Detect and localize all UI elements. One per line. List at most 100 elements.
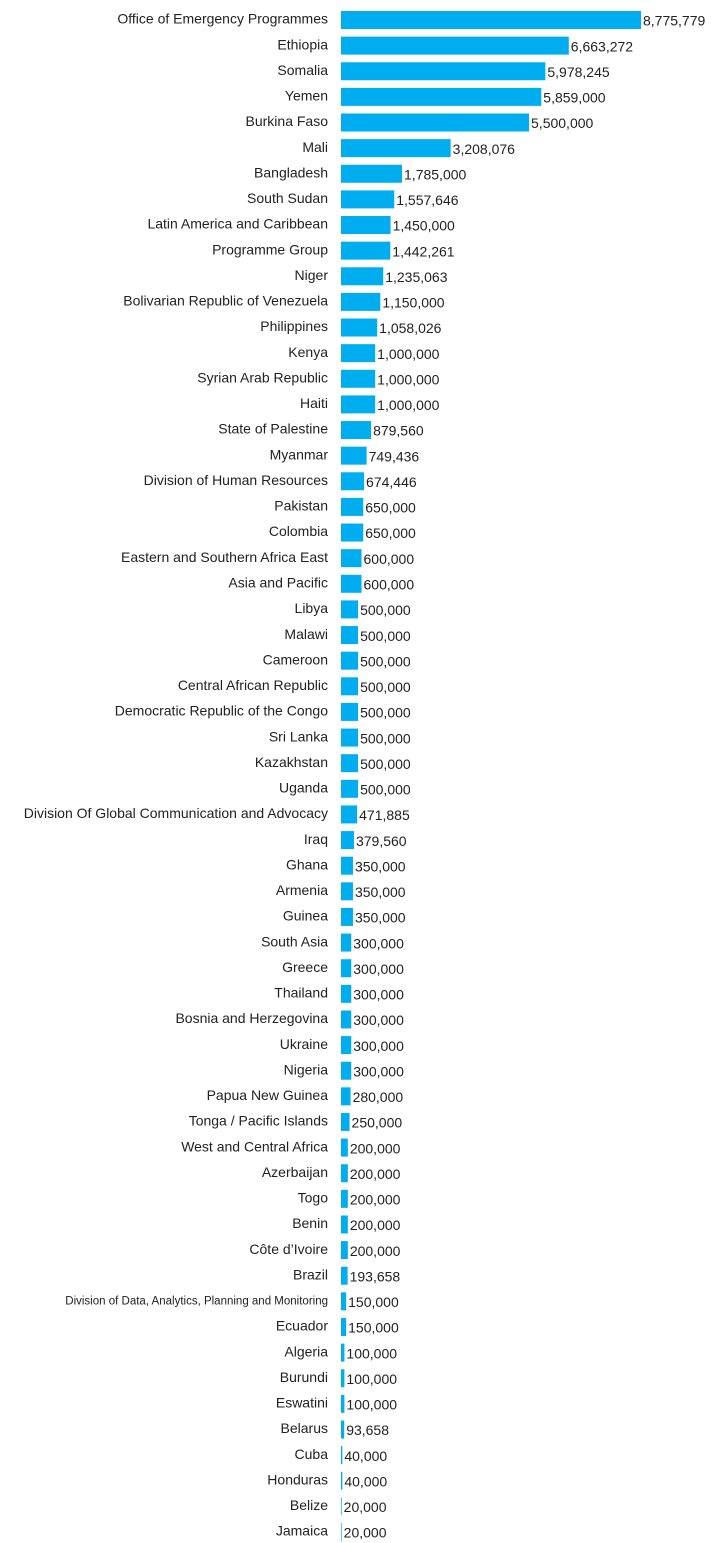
value-label: 379,560	[356, 833, 407, 849]
category-label: Sri Lanka	[269, 728, 328, 744]
bar	[341, 190, 395, 209]
category-label: Armenia	[276, 882, 328, 898]
category-label: Greece	[282, 959, 328, 975]
category-label: Iraq	[304, 831, 328, 847]
bar	[341, 959, 352, 978]
value-label: 100,000	[346, 1397, 397, 1413]
bar	[341, 1420, 345, 1439]
value-label: 300,000	[353, 1012, 404, 1028]
bar	[341, 1497, 342, 1516]
bar	[341, 62, 546, 81]
category-label: Ukraine	[280, 1036, 328, 1052]
value-label: 20,000	[344, 1525, 387, 1541]
category-label: South Asia	[261, 933, 328, 949]
bar	[341, 1215, 348, 1234]
bar	[341, 882, 353, 901]
bar	[341, 549, 362, 568]
bar	[341, 1138, 348, 1157]
value-label: 500,000	[360, 705, 411, 721]
bar	[341, 831, 354, 850]
bar	[341, 1343, 345, 1362]
bar	[341, 369, 376, 388]
category-label: Latin America and Caribbean	[147, 216, 328, 232]
bar	[341, 1061, 352, 1080]
category-label: Haiti	[300, 395, 328, 411]
category-label: Libya	[295, 600, 329, 616]
category-label: Guinea	[283, 908, 328, 924]
category-label: Uganda	[279, 780, 328, 796]
bar	[341, 139, 451, 158]
category-label: Pakistan	[274, 498, 328, 514]
category-label: Cameroon	[263, 651, 328, 667]
category-label: Malawi	[284, 626, 328, 642]
value-label: 300,000	[353, 961, 404, 977]
value-label: 5,978,245	[547, 64, 609, 80]
category-label: Kazakhstan	[255, 754, 328, 770]
value-label: 300,000	[353, 1038, 404, 1054]
value-label: 500,000	[360, 653, 411, 669]
category-label: Belize	[290, 1497, 328, 1513]
bar	[341, 1317, 347, 1336]
value-label: 1,785,000	[404, 166, 466, 182]
category-label: Niger	[295, 267, 329, 283]
value-label: 1,150,000	[382, 295, 444, 311]
value-label: 1,442,261	[392, 243, 454, 259]
value-label: 150,000	[348, 1320, 399, 1336]
bar	[341, 754, 359, 773]
bar	[341, 421, 372, 440]
bar	[341, 523, 364, 542]
bar	[341, 241, 391, 260]
bar	[341, 1189, 348, 1208]
value-label: 100,000	[346, 1345, 397, 1361]
value-label: 200,000	[350, 1217, 401, 1233]
category-label: Mali	[302, 139, 328, 155]
bar	[341, 984, 352, 1003]
value-label: 1,000,000	[377, 397, 439, 413]
bar	[341, 702, 359, 721]
category-label: Bangladesh	[254, 164, 328, 180]
bar	[341, 87, 542, 106]
category-label: Côte d’Ivoire	[249, 1241, 328, 1257]
category-label: Eastern and Southern Africa East	[121, 549, 328, 565]
value-label: 100,000	[346, 1371, 397, 1387]
bar	[341, 779, 359, 798]
category-label: Eswatini	[276, 1395, 328, 1411]
bar	[341, 1241, 348, 1260]
bar	[341, 344, 376, 363]
bar	[341, 907, 353, 926]
value-label: 1,557,646	[396, 192, 458, 208]
value-label: 200,000	[350, 1192, 401, 1208]
category-label: Programme Group	[212, 241, 328, 257]
category-label: Cuba	[295, 1446, 329, 1462]
value-label: 40,000	[344, 1473, 387, 1489]
bar	[341, 1164, 348, 1183]
bar	[341, 292, 381, 311]
value-label: 600,000	[364, 576, 415, 592]
bar	[341, 728, 359, 747]
value-label: 280,000	[353, 1089, 404, 1105]
bar	[341, 472, 365, 491]
value-label: 40,000	[344, 1448, 387, 1464]
value-label: 200,000	[350, 1166, 401, 1182]
category-label: Division Of Global Communication and Adv…	[24, 805, 328, 821]
bar	[341, 600, 359, 619]
bar	[341, 164, 403, 183]
value-label: 500,000	[360, 782, 411, 798]
bar	[341, 1292, 347, 1311]
value-label: 879,560	[373, 423, 424, 439]
bar	[341, 1112, 350, 1131]
category-label: Jamaica	[276, 1523, 328, 1539]
category-label: Nigeria	[284, 1061, 329, 1077]
value-label: 749,436	[369, 448, 420, 464]
category-label: Burkina Faso	[246, 113, 329, 129]
category-label: Algeria	[284, 1343, 328, 1359]
bar	[341, 318, 378, 337]
value-label: 500,000	[360, 730, 411, 746]
bar	[341, 677, 359, 696]
value-label: 93,658	[346, 1422, 389, 1438]
value-label: 500,000	[360, 628, 411, 644]
value-label: 5,859,000	[543, 90, 605, 106]
value-label: 200,000	[350, 1243, 401, 1259]
category-label: Bolivarian Republic of Venezuela	[123, 293, 328, 309]
value-label: 1,000,000	[377, 371, 439, 387]
